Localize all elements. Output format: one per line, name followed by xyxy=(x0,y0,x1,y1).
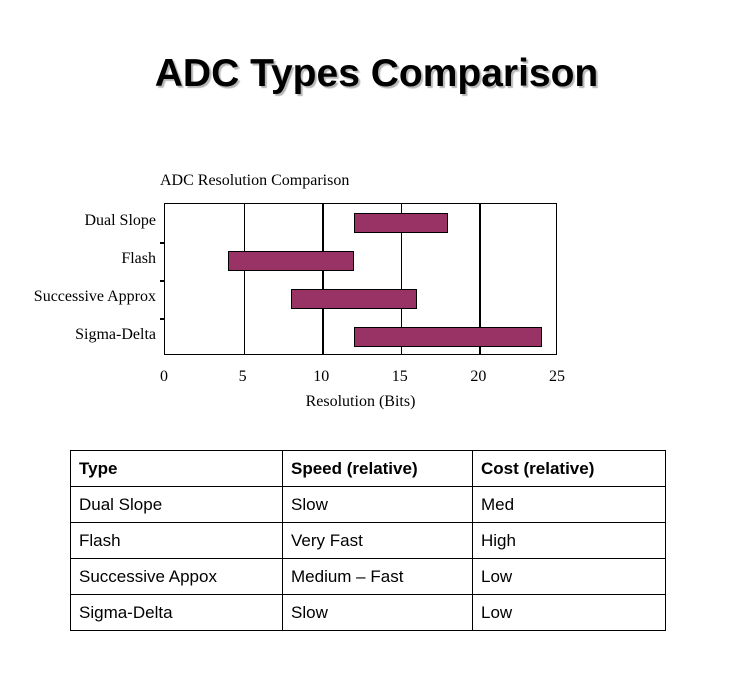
table-row: Dual Slope Slow Med xyxy=(70,486,666,523)
cell-speed: Slow xyxy=(282,486,473,523)
column-header-type: Type xyxy=(70,450,283,487)
chart-y-axis-label: Dual Slope xyxy=(84,212,156,229)
adc-resolution-chart: ADC Resolution Comparison Dual Slope Flas… xyxy=(33,172,565,410)
table-header-row: Type Speed (relative) Cost (relative) xyxy=(70,450,666,487)
chart-y-axis-label: Flash xyxy=(121,250,156,267)
column-header-cost: Cost (relative) xyxy=(472,450,666,487)
cell-cost: Low xyxy=(472,558,666,595)
chart-gridline xyxy=(400,204,403,354)
chart-gridline xyxy=(243,204,246,354)
chart-y-axis-label: Sigma-Delta xyxy=(75,326,156,343)
chart-x-axis-label: 5 xyxy=(238,368,247,385)
chart-y-axis-tick xyxy=(160,280,165,282)
cell-speed: Slow xyxy=(282,594,473,631)
cell-type: Sigma-Delta xyxy=(70,594,283,631)
cell-type: Successive Appox xyxy=(70,558,283,595)
chart-bar[interactable] xyxy=(227,251,354,271)
adc-comparison-table: Type Speed (relative) Cost (relative) Du… xyxy=(70,450,666,631)
chart-y-axis-tick xyxy=(160,242,165,244)
chart-bar[interactable] xyxy=(290,289,417,309)
page-title: ADC Types Comparison xyxy=(154,52,599,95)
chart-x-axis-label: 25 xyxy=(549,368,565,385)
chart-gridline xyxy=(479,204,481,354)
chart-x-axis-label: 10 xyxy=(313,368,330,385)
cell-speed: Medium – Fast xyxy=(282,558,473,595)
cell-type: Dual Slope xyxy=(70,486,283,523)
chart-bar[interactable] xyxy=(353,327,543,347)
chart-y-axis-label: Successive Approx xyxy=(33,288,156,305)
table-row: Successive Appox Medium – Fast Low xyxy=(70,558,666,595)
column-header-speed: Speed (relative) xyxy=(282,450,473,487)
chart-x-axis-label: 15 xyxy=(391,368,408,385)
chart-title: ADC Resolution Comparison xyxy=(160,172,350,189)
chart-y-axis-tick xyxy=(160,318,165,320)
chart-x-axis-title: Resolution (Bits) xyxy=(305,393,416,410)
cell-cost: Med xyxy=(472,486,666,523)
cell-type: Flash xyxy=(70,522,283,559)
cell-cost: High xyxy=(472,522,666,559)
table-row: Sigma-Delta Slow Low xyxy=(70,594,666,631)
chart-x-axis-label: 20 xyxy=(470,368,487,385)
cell-cost: Low xyxy=(472,594,666,631)
cell-speed: Very Fast xyxy=(282,522,473,559)
chart-plot-area xyxy=(160,203,557,355)
chart-bar[interactable] xyxy=(353,213,448,233)
chart-x-axis-label: 0 xyxy=(160,368,168,385)
chart-gridline xyxy=(322,204,324,354)
table-row: Flash Very Fast High xyxy=(70,522,666,559)
